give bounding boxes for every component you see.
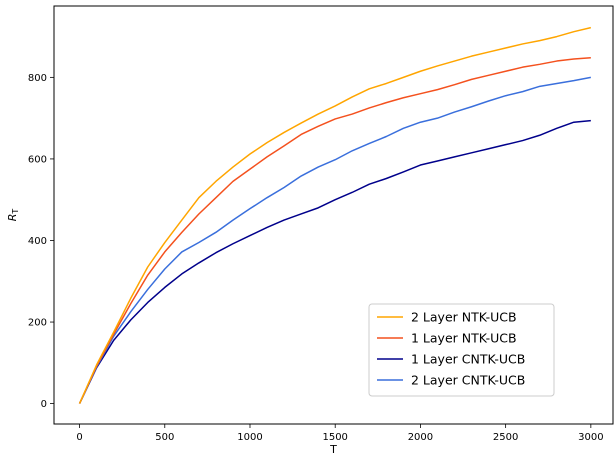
x-tick-label: 2500 [493,432,518,443]
y-axis-label-base: R [6,214,19,222]
series-line-0 [78,26,592,404]
x-tick-label: 500 [155,432,174,443]
legend-label-0: 2 Layer NTK-UCB [411,310,517,325]
x-tick-label: 1000 [237,432,262,443]
x-tick-label: 1500 [322,432,347,443]
legend-box [368,303,555,397]
y-tick-label: 400 [28,236,47,247]
x-tick-label: 2000 [408,432,433,443]
legend-label-1: 1 Layer NTK-UCB [411,331,517,346]
y-tick-label: 600 [28,154,47,165]
y-axis-label: RT [6,209,20,222]
y-tick-label: 200 [28,318,47,329]
x-tick-label: 0 [76,432,82,443]
series-line-2 [78,119,591,404]
series-line-3 [78,76,591,404]
y-axis-label-sub: T [11,209,20,215]
legend-label-2: 1 Layer CNTK-UCB [411,352,525,367]
legend-label-3: 2 Layer CNTK-UCB [411,373,525,388]
legend: 2 Layer NTK-UCB 1 Layer NTK-UCB 1 Layer CN… [368,303,555,397]
y-tick-label: 800 [28,73,47,84]
x-tick-label: 3000 [578,432,603,443]
ticks-layer: 0 500 1000 1500 2000 2500 3000 0 200 400 600 800 [28,73,604,443]
series-layer [78,26,592,404]
y-tick-label: 0 [41,399,47,410]
x-axis-label: T [329,443,337,456]
plot-frame [53,5,614,425]
series-line-1 [78,57,591,404]
